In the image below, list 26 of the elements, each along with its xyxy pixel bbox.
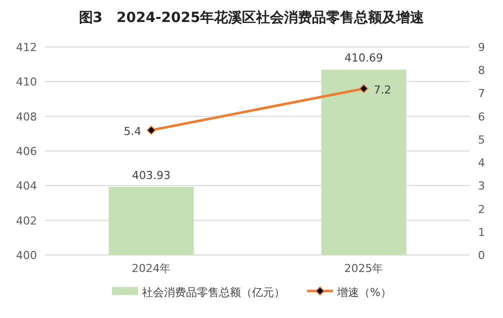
legend-label: 社会消费品零售总额（亿元） — [142, 286, 285, 299]
data-label: 5.4 — [124, 125, 142, 138]
x-tick-label: 2025年 — [344, 262, 384, 275]
y-tick-label: 412 — [16, 41, 37, 54]
y-tick-label: 406 — [16, 145, 37, 158]
y2-tick-label: 7 — [478, 87, 485, 100]
y-tick-label: 404 — [16, 180, 37, 193]
data-label: 403.93 — [132, 168, 170, 182]
y2-tick-label: 2 — [478, 202, 485, 216]
x-tick-label: 2024年 — [132, 262, 171, 275]
data-label: 410.69 — [344, 52, 383, 65]
y-tick-label: 402 — [16, 214, 37, 228]
chart-title: 图3 2024-2025年花溪区社会消费品零售总额及增速 — [78, 9, 426, 26]
y2-tick-label: 9 — [478, 41, 485, 54]
y2-tick-label: 4 — [478, 156, 485, 170]
data-label: 7.2 — [374, 84, 392, 97]
y-tick-label: 408 — [16, 110, 37, 124]
y2-tick-label: 6 — [478, 110, 485, 124]
y2-tick-label: 1 — [478, 226, 485, 239]
y-tick-label: 410 — [16, 76, 37, 89]
y-tick-label: 400 — [16, 249, 37, 262]
y2-tick-label: 0 — [478, 249, 485, 262]
y2-tick-label: 3 — [478, 180, 485, 193]
legend-label: 增速（%） — [336, 286, 392, 299]
y2-tick-label: 8 — [478, 64, 485, 78]
y2-tick-label: 5 — [478, 133, 485, 146]
